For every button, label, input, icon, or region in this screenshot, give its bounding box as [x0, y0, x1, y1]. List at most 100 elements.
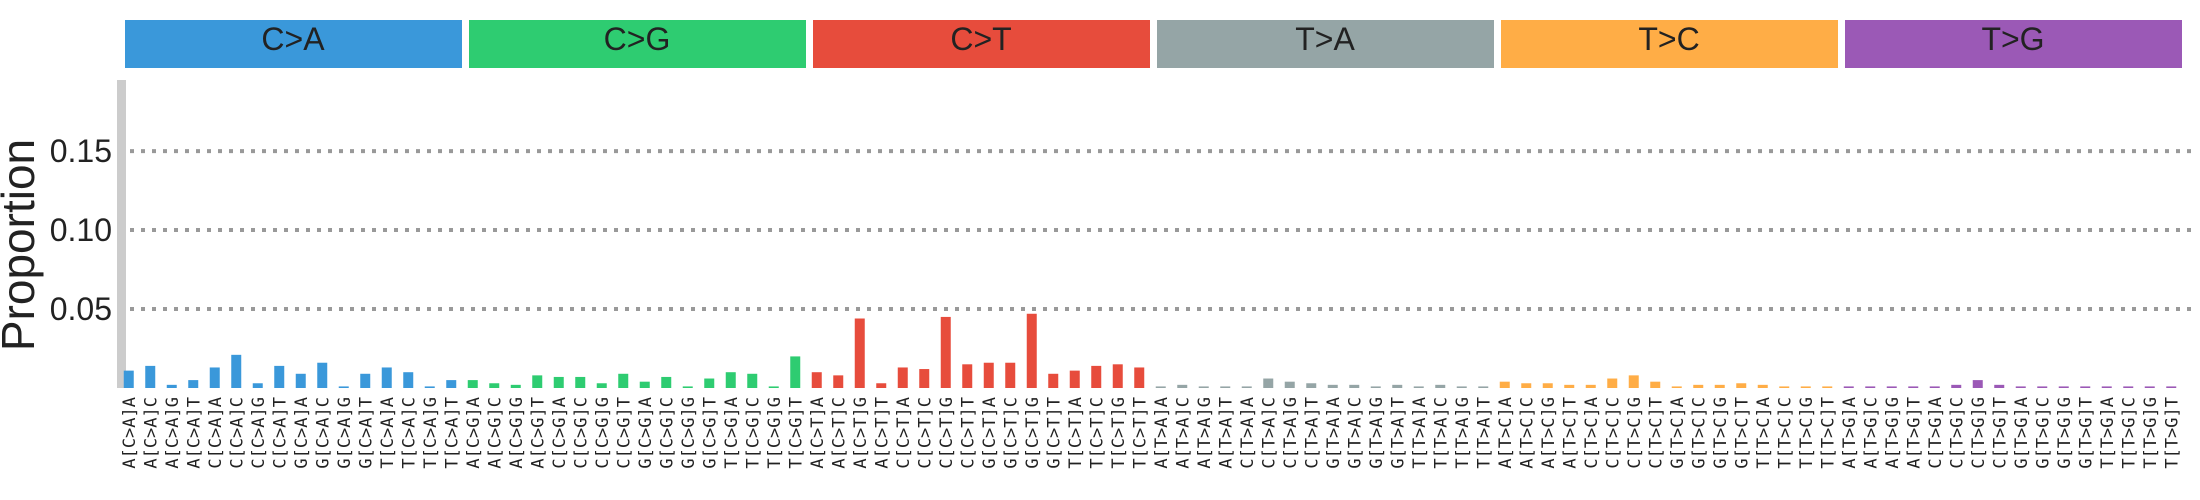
bar-T[C>G]G	[768, 386, 779, 388]
x-tick-label: T[T>A]G	[1453, 397, 1473, 469]
x-tick-label: G[T>G]T	[2076, 397, 2096, 469]
x-tick-label: T[T>C]A	[1754, 397, 1774, 469]
bar-T[T>G]A	[2101, 386, 2112, 388]
x-tick-label: C[C>G]G	[593, 397, 613, 469]
bar-A[C>G]C	[489, 383, 500, 388]
x-tick-label: T[C>T]T	[1130, 397, 1150, 469]
x-tick-label: C[T>C]C	[1603, 397, 1623, 469]
x-tick-label: G[T>A]G	[1367, 397, 1387, 469]
bar-C[T>C]T	[1650, 381, 1661, 388]
x-tick-label: G[C>A]T	[356, 397, 376, 469]
bar-G[T>G]T	[2080, 386, 2091, 388]
x-tick-label: C[C>T]G	[937, 397, 957, 469]
x-tick-label: C[C>T]T	[958, 397, 978, 469]
x-tick-label: C[T>A]T	[1302, 397, 1322, 469]
bar-C[T>G]T	[1994, 384, 2005, 388]
y-axis-label: Proportion	[0, 139, 44, 351]
x-tick-label: A[T>G]A	[1840, 397, 1860, 469]
bar-T[C>T]C	[1091, 365, 1102, 388]
x-tick-label: T[T>A]A	[1410, 397, 1430, 469]
x-tick-label: A[T>C]T	[1560, 397, 1580, 469]
bar-T[C>G]A	[725, 372, 736, 388]
x-tick-label: C[C>G]A	[550, 397, 570, 469]
x-tick-label: A[C>A]A	[120, 397, 140, 469]
bar-T[C>A]C	[403, 372, 414, 388]
x-tick-label: T[T>G]G	[2141, 397, 2161, 469]
bar-A[T>C]G	[1542, 383, 1553, 388]
x-tick-label: A[C>T]G	[851, 397, 871, 469]
bar-A[T>A]A	[1155, 386, 1166, 388]
x-tick-label: T[T>C]T	[1818, 397, 1838, 469]
x-tick-label: G[T>A]A	[1324, 397, 1344, 469]
x-tick-label: A[C>T]T	[872, 397, 892, 469]
bar-C[C>A]A	[209, 367, 220, 388]
bar-G[T>C]A	[1671, 386, 1682, 388]
x-tick-label: G[C>G]T	[700, 397, 720, 469]
x-tick-label: T[T>C]G	[1797, 397, 1817, 469]
x-tick-label: G[C>T]A	[980, 397, 1000, 469]
x-tick-label: A[T>A]G	[1195, 397, 1215, 469]
bar-C[C>T]A	[897, 367, 908, 388]
x-tick-label: G[C>A]C	[313, 397, 333, 469]
x-tick-label: T[C>A]C	[399, 397, 419, 469]
bar-A[T>C]A	[1499, 381, 1510, 388]
x-tick-label: C[C>A]A	[206, 397, 226, 469]
bar-T[T>G]G	[2144, 386, 2155, 388]
x-tick-label: A[T>G]G	[1883, 397, 1903, 469]
bar-C[T>A]C	[1263, 378, 1274, 388]
x-tick-label: T[T>A]T	[1474, 397, 1494, 469]
y-tick-label: 0.10	[50, 212, 112, 248]
bar-G[T>C]T	[1736, 383, 1747, 388]
x-tick-label: T[T>C]C	[1775, 397, 1795, 469]
header-label: C>T	[950, 21, 1011, 57]
header-C-to-T	[813, 20, 1150, 68]
bar-C[C>A]C	[231, 354, 242, 388]
bar-G[C>G]A	[639, 381, 650, 388]
x-tick-label: G[T>G]C	[2033, 397, 2053, 469]
x-tick-label: C[T>G]A	[1926, 397, 1946, 469]
x-tick-label: T[C>G]C	[743, 397, 763, 469]
bar-C[T>C]A	[1585, 384, 1596, 388]
x-tick-label: T[C>A]G	[421, 397, 441, 469]
x-tick-label: T[C>T]G	[1109, 397, 1129, 469]
bars	[123, 313, 2177, 388]
bar-T[T>G]T	[2166, 386, 2177, 388]
y-axis: Proportion 0.05 0.10 0.15	[0, 80, 126, 388]
bar-T[T>C]C	[1779, 386, 1790, 388]
header-label: T>C	[1638, 21, 1699, 57]
header-T-to-C	[1501, 20, 1838, 68]
x-tick-label: G[T>C]G	[1711, 397, 1731, 469]
x-tick-label: A[T>G]C	[1861, 397, 1881, 469]
bar-G[T>G]C	[2037, 386, 2048, 388]
x-tick-label: G[T>C]C	[1689, 397, 1709, 469]
x-tick-label: A[C>G]T	[528, 397, 548, 469]
bar-G[C>G]C	[661, 376, 672, 388]
bar-G[C>A]C	[317, 362, 328, 388]
bar-G[T>A]G	[1370, 386, 1381, 388]
y-tick-label: 0.05	[50, 291, 112, 327]
bar-A[C>G]T	[532, 375, 543, 388]
x-tick-label: C[T>G]C	[1947, 397, 1967, 469]
bar-T[C>A]A	[381, 367, 392, 388]
x-tick-label: G[T>G]G	[2055, 397, 2075, 469]
bar-C[T>G]A	[1929, 386, 1940, 388]
x-tick-label: T[C>T]A	[1066, 397, 1086, 469]
bar-G[C>T]T	[1048, 373, 1059, 388]
x-tick-label: C[T>G]G	[1969, 397, 1989, 469]
bar-T[T>C]G	[1800, 386, 1811, 388]
x-tick-label: A[C>G]A	[464, 397, 484, 469]
bar-T[T>A]A	[1413, 386, 1424, 388]
bar-C[C>A]T	[274, 365, 285, 388]
bar-G[C>G]G	[682, 386, 693, 388]
x-tick-label: A[C>A]T	[184, 397, 204, 469]
bar-G[C>T]G	[1026, 313, 1037, 388]
x-tick-label: A[C>A]G	[163, 397, 183, 469]
x-tick-label: G[T>C]T	[1732, 397, 1752, 469]
x-tick-label: C[C>A]T	[270, 397, 290, 469]
bar-C[T>A]G	[1284, 381, 1295, 388]
bar-T[C>T]G	[1112, 364, 1123, 388]
x-tick-label: G[C>A]G	[335, 397, 355, 469]
header-C-to-G	[469, 20, 806, 68]
bar-G[T>G]A	[2015, 386, 2026, 388]
header-label: T>G	[1981, 21, 2044, 57]
